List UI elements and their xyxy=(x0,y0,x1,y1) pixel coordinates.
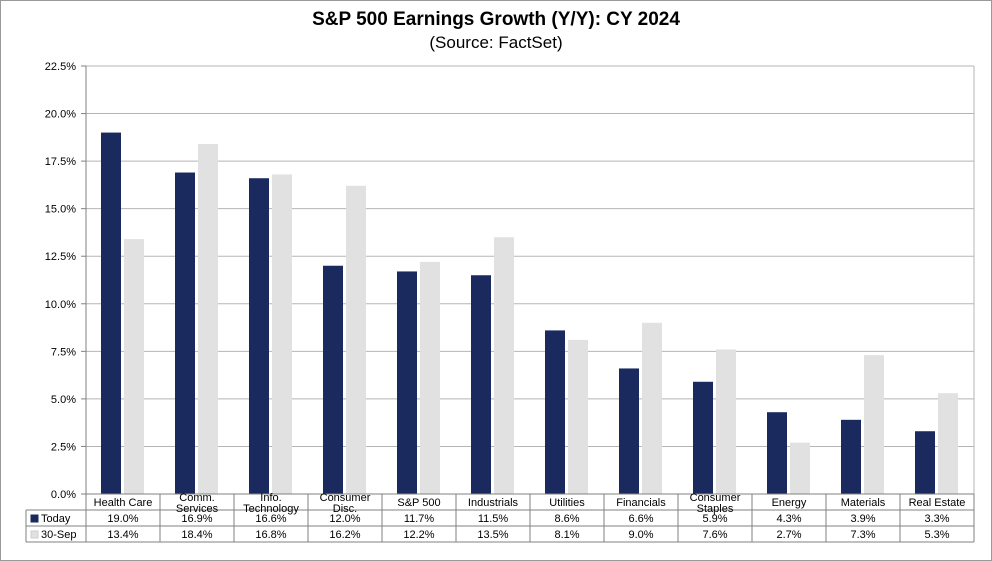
data-label: 7.6% xyxy=(702,529,727,541)
category-label: Energy xyxy=(772,497,807,509)
bar-today xyxy=(397,271,417,494)
bar-today xyxy=(323,266,343,494)
bar-today xyxy=(693,382,713,494)
data-label: 19.0% xyxy=(107,513,138,525)
bar-sep30 xyxy=(346,186,366,494)
bar-today xyxy=(471,275,491,494)
bar-today xyxy=(249,178,269,494)
data-label: 12.2% xyxy=(403,529,434,541)
data-label: 16.8% xyxy=(255,529,286,541)
category-label: Materials xyxy=(841,497,886,509)
data-label: 6.6% xyxy=(628,513,653,525)
y-tick-label: 12.5% xyxy=(45,251,76,263)
bar-today xyxy=(175,173,195,494)
legend-label: Today xyxy=(41,513,71,525)
bar-sep30 xyxy=(716,349,736,494)
bars xyxy=(101,133,958,494)
data-label: 8.6% xyxy=(554,513,579,525)
data-label: 16.9% xyxy=(181,513,212,525)
data-label: 3.9% xyxy=(850,513,875,525)
category-label: Financials xyxy=(616,497,666,509)
bar-sep30 xyxy=(494,237,514,494)
y-tick-label: 17.5% xyxy=(45,156,76,168)
data-label: 8.1% xyxy=(554,529,579,541)
y-tick-label: 10.0% xyxy=(45,299,76,311)
y-tick-label: 0.0% xyxy=(51,489,76,501)
bar-today xyxy=(545,330,565,494)
data-label: 7.3% xyxy=(850,529,875,541)
category-label: ConsumerDisc. xyxy=(320,492,371,515)
data-label: 5.9% xyxy=(702,513,727,525)
y-tick-label: 15.0% xyxy=(45,204,76,216)
data-label: 11.5% xyxy=(478,513,509,525)
data-label: 13.4% xyxy=(107,529,138,541)
bar-sep30 xyxy=(938,393,958,494)
y-tick-label: 7.5% xyxy=(51,346,76,358)
bar-today xyxy=(619,368,639,494)
bar-sep30 xyxy=(198,144,218,494)
category-label: ConsumerStaples xyxy=(690,492,741,515)
data-label: 18.4% xyxy=(181,529,212,541)
category-label: S&P 500 xyxy=(397,497,440,509)
category-label: Comm.Services xyxy=(176,492,219,515)
bar-sep30 xyxy=(124,239,144,494)
data-label: 12.0% xyxy=(329,513,360,525)
data-label: 11.7% xyxy=(404,513,435,525)
bar-sep30 xyxy=(864,355,884,494)
data-label: 4.3% xyxy=(776,513,801,525)
legend-label: 30-Sep xyxy=(41,529,76,541)
category-label: Industrials xyxy=(468,497,519,509)
bar-sep30 xyxy=(790,443,810,494)
y-tick-label: 20.0% xyxy=(45,109,76,121)
bar-sep30 xyxy=(420,262,440,494)
legend-key xyxy=(31,515,38,522)
data-label: 16.6% xyxy=(255,513,286,525)
data-table: Health Care Comm.Services Info.Technology C… xyxy=(26,492,974,542)
bar-sep30 xyxy=(272,174,292,494)
y-tick-label: 5.0% xyxy=(51,394,76,406)
y-tick-label: 2.5% xyxy=(51,441,76,453)
data-label: 9.0% xyxy=(628,529,653,541)
data-label: 13.5% xyxy=(477,529,508,541)
data-label: 2.7% xyxy=(776,529,801,541)
category-label: Real Estate xyxy=(909,497,966,509)
category-label: Health Care xyxy=(94,497,153,509)
category-label: Utilities xyxy=(549,497,585,509)
data-label: 16.2% xyxy=(329,529,360,541)
bar-today xyxy=(767,412,787,494)
legend-key xyxy=(31,531,38,538)
bar-sep30 xyxy=(568,340,588,494)
category-label: Info.Technology xyxy=(243,492,299,515)
y-axis-ticks: 0.0% 2.5% 5.0% 7.5% 10.0% 12.5% 15.0% 17.5% 20.0… xyxy=(45,61,76,501)
bar-today xyxy=(915,431,935,494)
bar-today xyxy=(101,133,121,494)
data-label: 3.3% xyxy=(924,513,949,525)
bar-today xyxy=(841,420,861,494)
y-tick-label: 22.5% xyxy=(45,61,76,73)
bar-sep30 xyxy=(642,323,662,494)
data-label: 5.3% xyxy=(924,529,949,541)
